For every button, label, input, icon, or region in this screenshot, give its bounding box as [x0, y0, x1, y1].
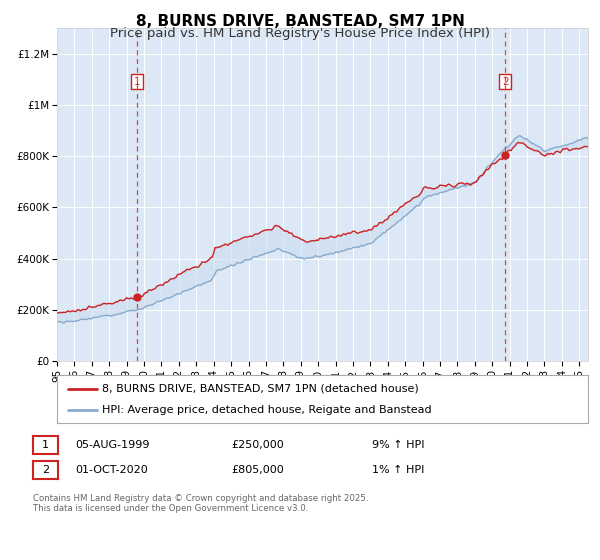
Text: Price paid vs. HM Land Registry's House Price Index (HPI): Price paid vs. HM Land Registry's House … [110, 27, 490, 40]
Text: HPI: Average price, detached house, Reigate and Banstead: HPI: Average price, detached house, Reig… [102, 405, 432, 416]
Text: 8, BURNS DRIVE, BANSTEAD, SM7 1PN (detached house): 8, BURNS DRIVE, BANSTEAD, SM7 1PN (detac… [102, 384, 419, 394]
Text: 1: 1 [42, 440, 49, 450]
Text: Contains HM Land Registry data © Crown copyright and database right 2025.
This d: Contains HM Land Registry data © Crown c… [33, 494, 368, 514]
Text: 2: 2 [42, 465, 49, 475]
Text: 05-AUG-1999: 05-AUG-1999 [75, 440, 149, 450]
Text: £250,000: £250,000 [231, 440, 284, 450]
Text: 8, BURNS DRIVE, BANSTEAD, SM7 1PN: 8, BURNS DRIVE, BANSTEAD, SM7 1PN [136, 14, 464, 29]
Text: 2: 2 [502, 77, 509, 87]
Text: 1: 1 [133, 77, 140, 87]
Text: 9% ↑ HPI: 9% ↑ HPI [372, 440, 425, 450]
Text: £805,000: £805,000 [231, 465, 284, 475]
Text: 01-OCT-2020: 01-OCT-2020 [75, 465, 148, 475]
Text: 1% ↑ HPI: 1% ↑ HPI [372, 465, 424, 475]
